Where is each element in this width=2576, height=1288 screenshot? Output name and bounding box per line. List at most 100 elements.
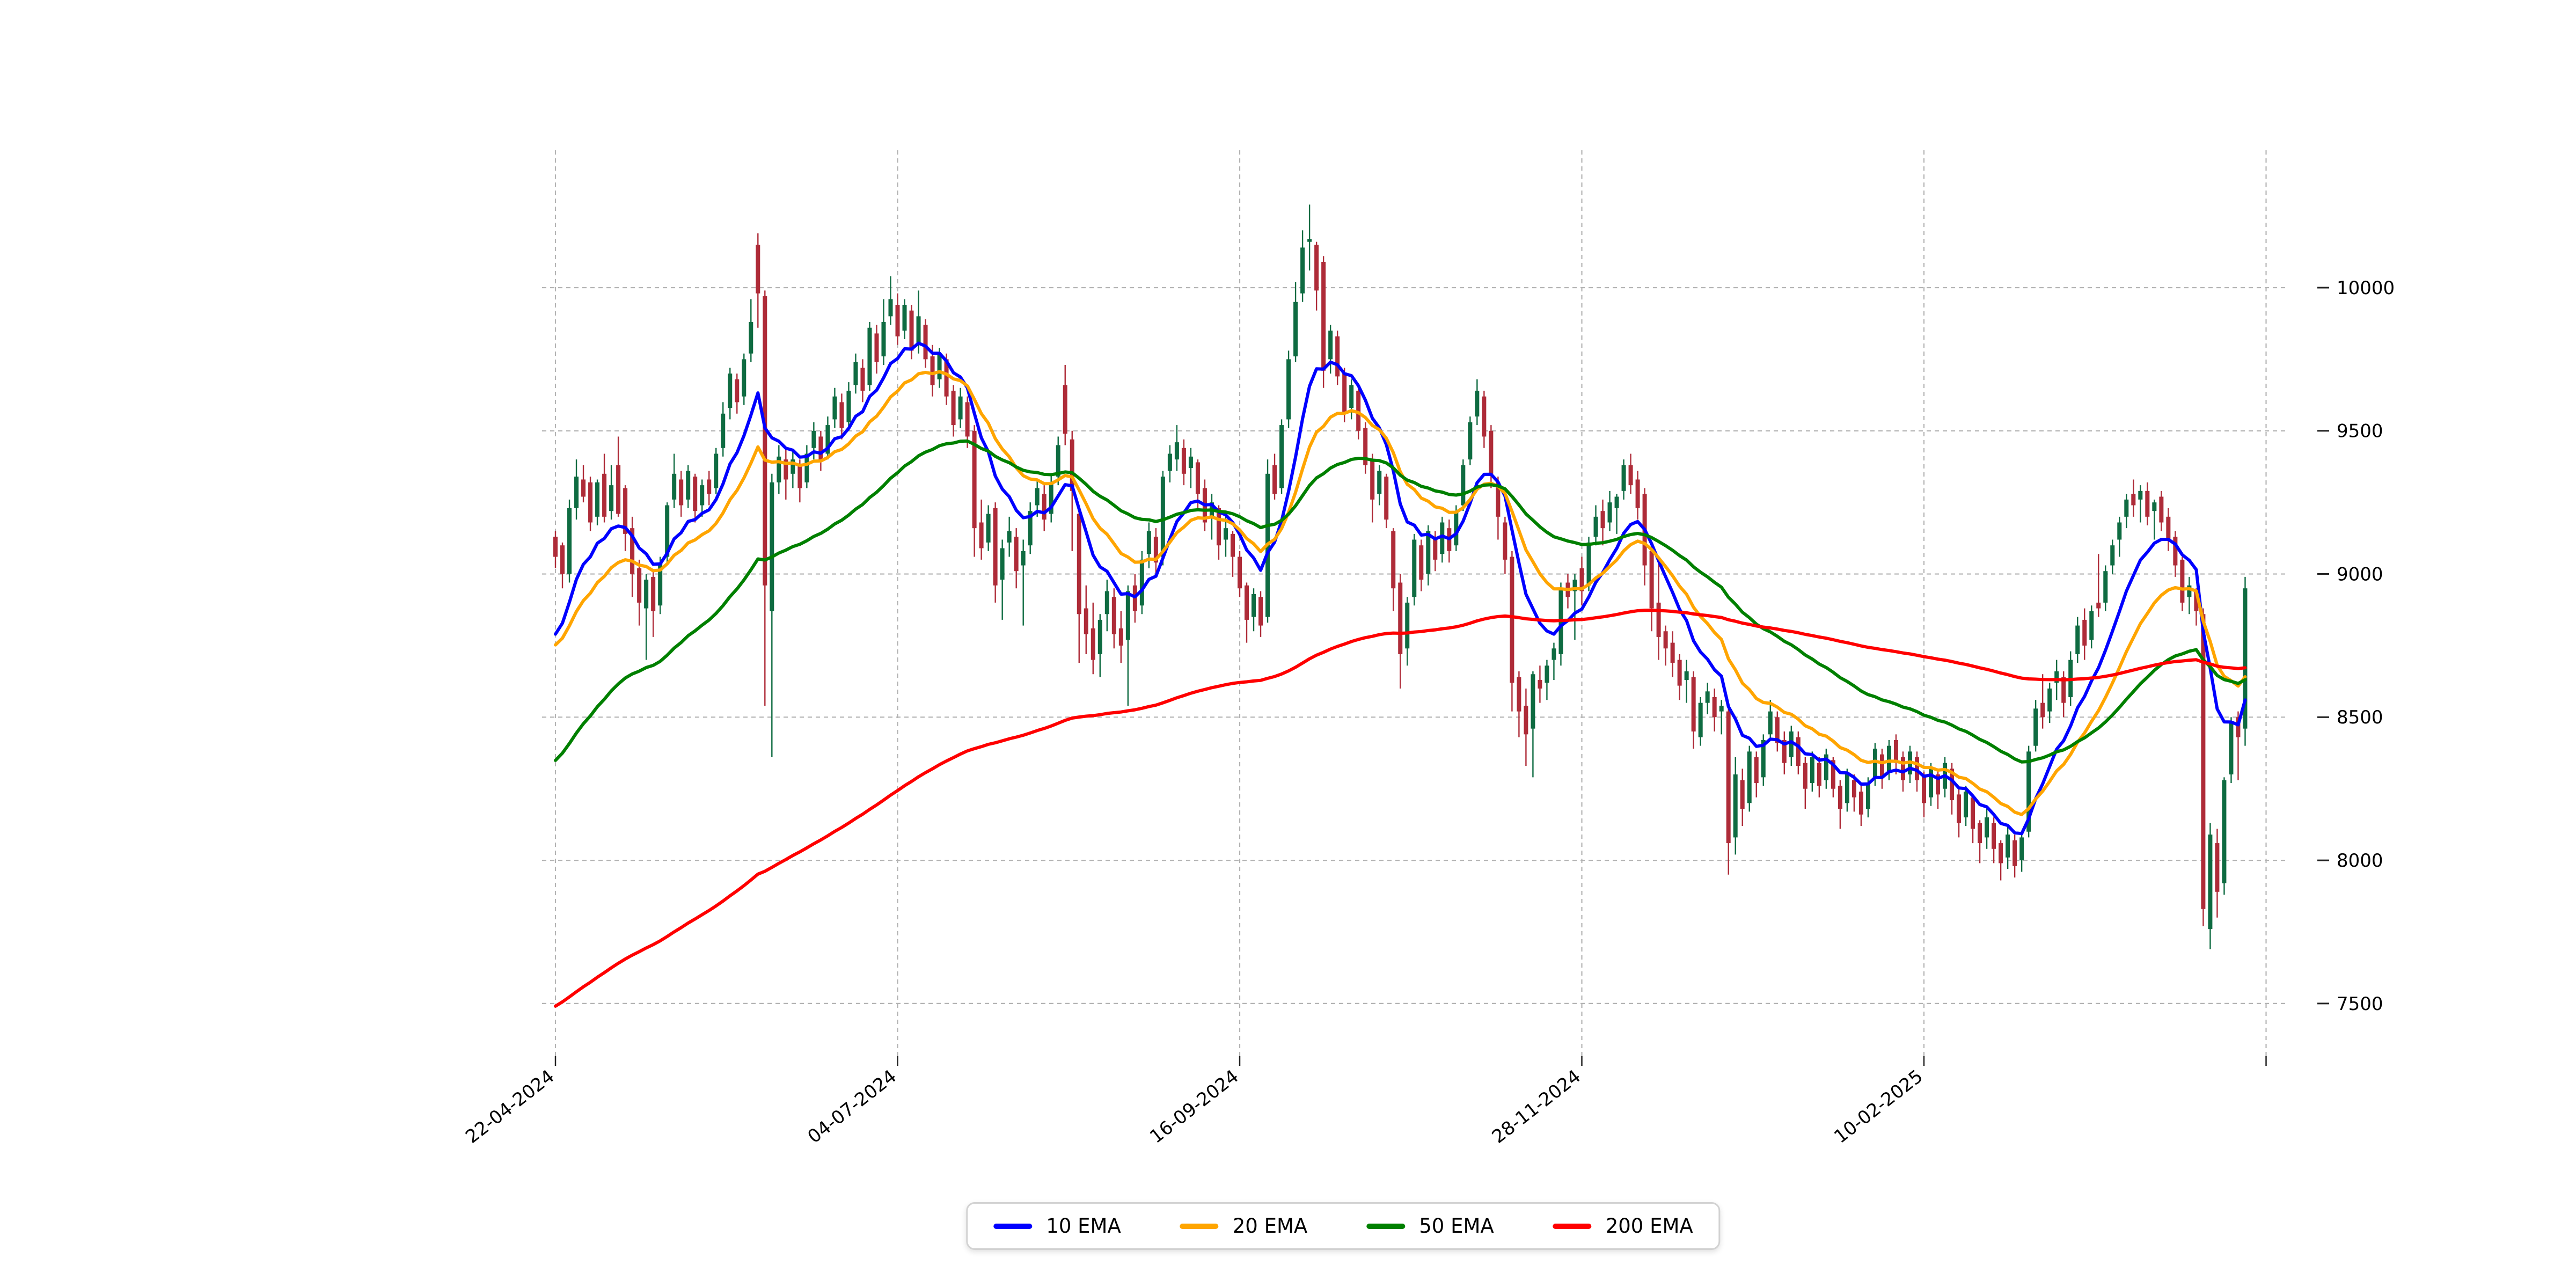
ema-lines [554, 341, 2247, 1008]
candle-body [1985, 817, 1989, 838]
candle-body [1007, 531, 1012, 543]
candle-body [1579, 568, 1584, 591]
y-tick-label: 9000 [2337, 564, 2383, 585]
candle-body [1726, 711, 1731, 844]
candle-body [700, 485, 705, 506]
candle-body [1335, 336, 1340, 377]
candle-body [1167, 453, 1172, 471]
candle-body [2047, 688, 2052, 712]
candle-body [1216, 508, 1221, 546]
candle-body [567, 508, 572, 574]
candle-body [2033, 708, 2038, 746]
candle-body [1698, 702, 1703, 737]
candle-body [2159, 496, 2164, 523]
candle-body [1118, 628, 1123, 646]
candle-body [1426, 531, 1431, 574]
candle-body [2173, 537, 2178, 566]
candle-body [1593, 516, 1598, 537]
candle-body [2243, 588, 2248, 729]
candle-body [1000, 548, 1005, 580]
candle-body [2208, 835, 2213, 930]
legend-swatch-icon [993, 1223, 1033, 1229]
candle-body [1803, 763, 1807, 789]
candle-body [1663, 631, 1668, 649]
candle-body [756, 244, 760, 294]
legend-item-50-ema: 50 EMA [1366, 1214, 1494, 1238]
candle-body [2145, 491, 2150, 517]
candle-body [1139, 559, 1144, 606]
candle-body [1300, 247, 1305, 294]
candle-body [1342, 374, 1347, 414]
candle-body [714, 453, 719, 488]
candle-body [609, 485, 614, 511]
candle-body [1845, 774, 1849, 803]
candle-body [1412, 539, 1417, 597]
candle-body [763, 296, 767, 586]
candle-body [1195, 462, 1200, 494]
candle-body [630, 528, 635, 574]
candle-body [2222, 780, 2227, 883]
candle-body [2061, 677, 2066, 703]
candle-body [1545, 665, 1549, 683]
candle-body [2152, 502, 2157, 511]
candle-body [2117, 522, 2122, 540]
candle-body [1964, 792, 1968, 818]
candle-body [916, 316, 921, 345]
candle-body [679, 479, 684, 506]
candle-body [958, 396, 963, 420]
candle-body [2040, 702, 2045, 718]
candle-body [944, 359, 949, 397]
candle-body [2138, 491, 2143, 500]
candle-body [1461, 465, 1466, 506]
candle-body [784, 459, 788, 480]
y-tick-label: 9500 [2337, 421, 2383, 442]
candle-body [616, 465, 621, 514]
candle-body [1614, 496, 1619, 508]
ema-line-50 [554, 439, 2247, 764]
ema-line-200 [554, 609, 2247, 1008]
candle-body [1921, 774, 1926, 803]
candle-body [2089, 611, 2094, 640]
candle-body [1063, 385, 1067, 434]
candle-body [1838, 786, 1842, 809]
candle-body [1775, 717, 1780, 743]
candle-body [2054, 671, 2059, 683]
candle-body [2166, 516, 2171, 540]
candle-body [623, 488, 628, 534]
candle-body [1070, 439, 1074, 491]
candle-body [2124, 499, 2129, 517]
candle-body [1733, 774, 1738, 838]
legend-label: 20 EMA [1232, 1214, 1308, 1238]
candle-body [658, 562, 663, 606]
candle-body [1153, 537, 1158, 563]
candle-body [637, 568, 642, 603]
candle-body [1077, 514, 1081, 614]
candle-body [1705, 691, 1710, 703]
candle-body [1810, 757, 1814, 784]
candle-body [1230, 533, 1235, 557]
candle-body [644, 580, 649, 609]
candle-body [588, 482, 593, 523]
candle-body [811, 430, 816, 448]
candle-body [2075, 625, 2080, 654]
gridlines [542, 150, 2286, 1056]
candle-body [1740, 780, 1745, 809]
candle-body [867, 327, 872, 385]
candle-body [888, 299, 893, 317]
ema-line-10 [554, 341, 2247, 836]
candle-body [1084, 608, 1088, 634]
candle-body [1174, 442, 1179, 460]
candle-body [1858, 792, 1863, 815]
legend-item-10-ema: 10 EMA [993, 1214, 1121, 1238]
candle-body [602, 473, 607, 517]
candle-body [804, 453, 809, 482]
candle-body [2096, 602, 2101, 609]
candle-body [1146, 531, 1151, 554]
candle-body [1307, 239, 1312, 242]
candle-body [2019, 837, 2024, 861]
candle-body [1503, 522, 1507, 560]
candle-body [1517, 677, 1521, 712]
candle-body [1356, 391, 1361, 431]
candle-body [651, 576, 656, 611]
